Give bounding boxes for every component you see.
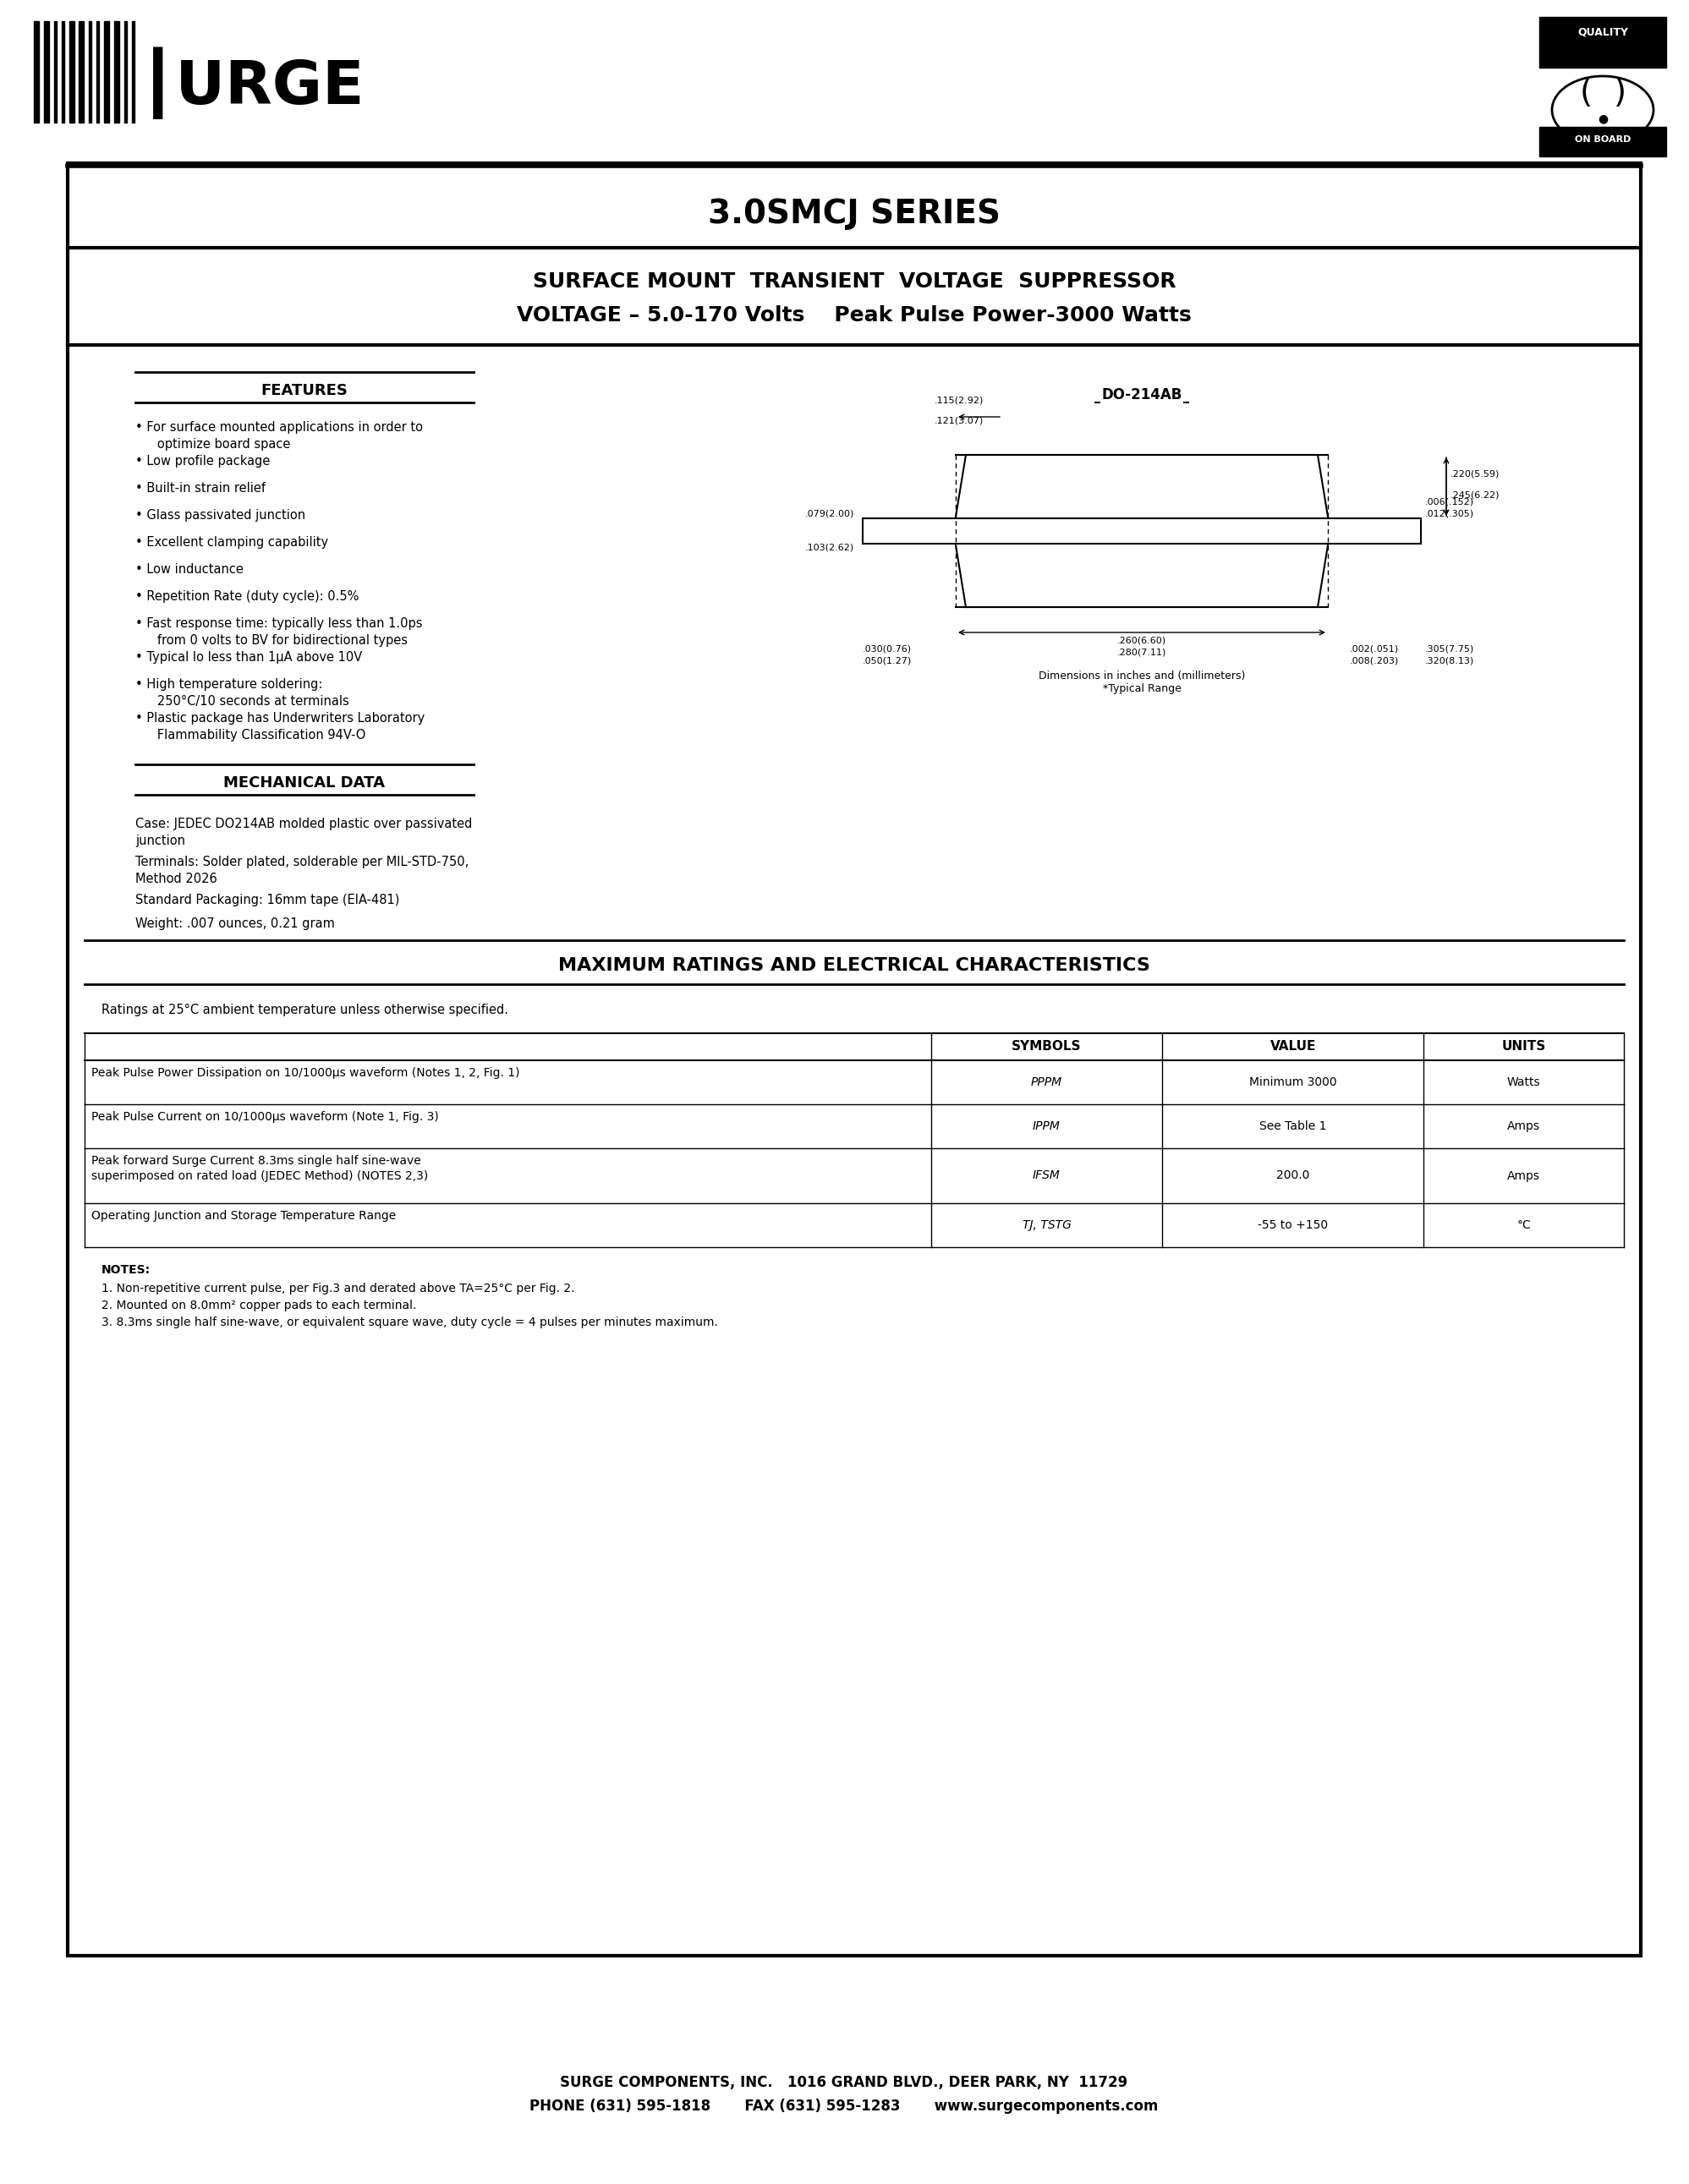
Bar [79,22,84,122]
Bar [1539,127,1665,157]
Text: .012(.305): .012(.305) [1426,509,1474,518]
Text: Terminals: Solder plated, solderable per MIL-STD-750,: Terminals: Solder plated, solderable per… [135,856,470,869]
Bar [125,22,127,122]
Text: Minimum 3000: Minimum 3000 [1250,1077,1336,1088]
Text: .320(8.13): .320(8.13) [1426,655,1474,664]
Text: ●: ● [1598,111,1608,124]
Text: -55 to +150: -55 to +150 [1258,1219,1328,1232]
Text: .220(5.59): .220(5.59) [1451,470,1500,478]
Text: .245(6.22): .245(6.22) [1451,491,1500,500]
Text: junction: junction [135,834,186,847]
Text: TJ, TSTG: TJ, TSTG [1022,1219,1071,1232]
Text: 200.0: 200.0 [1277,1171,1309,1182]
Text: .008(.203): .008(.203) [1350,655,1398,664]
Text: Case: JEDEC DO214AB molded plastic over passivated: Case: JEDEC DO214AB molded plastic over … [135,817,473,830]
Text: Ratings at 25°C ambient temperature unless otherwise specified.: Ratings at 25°C ambient temperature unle… [101,1005,508,1016]
Bar [90,22,91,122]
Text: *Typical Range: *Typical Range [1103,684,1181,695]
Text: Method 2026: Method 2026 [135,874,218,885]
Text: VOLTAGE – 5.0-170 Volts    Peak Pulse Power-3000 Watts: VOLTAGE – 5.0-170 Volts Peak Pulse Power… [517,306,1191,325]
Text: Operating Junction and Storage Temperature Range: Operating Junction and Storage Temperatu… [91,1210,395,1221]
Text: • Fast response time: typically less than 1.0ps: • Fast response time: typically less tha… [135,618,422,629]
Text: Flammability Classification 94V-O: Flammability Classification 94V-O [145,729,367,743]
Text: °C: °C [1517,1219,1530,1232]
Text: • Low inductance: • Low inductance [135,563,243,577]
Text: Amps: Amps [1507,1120,1540,1131]
Text: (: ( [1579,76,1593,109]
Bar [115,22,120,122]
Text: .115(2.92): .115(2.92) [934,395,985,404]
Text: 250°C/10 seconds at terminals: 250°C/10 seconds at terminals [145,695,350,708]
Text: 3. 8.3ms single half sine-wave, or equivalent square wave, duty cycle = 4 pulses: 3. 8.3ms single half sine-wave, or equiv… [101,1317,718,1328]
Text: .103(2.62): .103(2.62) [806,544,855,553]
Text: .305(7.75): .305(7.75) [1426,644,1474,653]
Bar [62,22,64,122]
Text: QUALITY: QUALITY [1578,26,1628,37]
Text: DO-214AB: DO-214AB [1101,387,1182,402]
Text: • Glass passivated junction: • Glass passivated junction [135,509,306,522]
Bar [54,22,57,122]
Bar [69,22,74,122]
Text: 2. Mounted on 8.0mm² copper pads to each terminal.: 2. Mounted on 8.0mm² copper pads to each… [101,1299,417,1310]
Text: 1. Non-repetitive current pulse, per Fig.3 and derated above TA=25°C per Fig. 2.: 1. Non-repetitive current pulse, per Fig… [101,1282,574,1295]
Text: See Table 1: See Table 1 [1260,1120,1326,1131]
Text: MECHANICAL DATA: MECHANICAL DATA [223,775,385,791]
Text: Weight: .007 ounces, 0.21 gram: Weight: .007 ounces, 0.21 gram [135,917,334,930]
Text: IFSM: IFSM [1032,1171,1061,1182]
Text: .121(3.07): .121(3.07) [934,417,983,426]
Text: • Plastic package has Underwriters Laboratory: • Plastic package has Underwriters Labor… [135,712,426,725]
Text: • For surface mounted applications in order to: • For surface mounted applications in or… [135,422,422,435]
Text: superimposed on rated load (JEDEC Method) (NOTES 2,3): superimposed on rated load (JEDEC Method… [91,1171,429,1182]
Text: Dimensions in inches and (millimeters): Dimensions in inches and (millimeters) [1039,670,1245,681]
Bar [105,22,110,122]
Text: from 0 volts to BV for bidirectional types: from 0 volts to BV for bidirectional typ… [145,633,407,646]
Text: UNITS: UNITS [1502,1040,1545,1053]
Text: FEATURES: FEATURES [262,382,348,397]
Bar [44,22,49,122]
Text: • Low profile package: • Low profile package [135,454,270,467]
Text: • Built-in strain relief: • Built-in strain relief [135,483,265,494]
Text: ): ) [1613,76,1627,109]
Text: .260(6.60): .260(6.60) [1116,638,1167,644]
Text: SURFACE MOUNT  TRANSIENT  VOLTAGE  SUPPRESSOR: SURFACE MOUNT TRANSIENT VOLTAGE SUPPRESS… [532,271,1176,293]
Bar [96,22,100,122]
Text: Peak forward Surge Current 8.3ms single half sine-wave: Peak forward Surge Current 8.3ms single … [91,1155,421,1166]
Text: • Typical Io less than 1μA above 10V: • Typical Io less than 1μA above 10V [135,651,361,664]
Text: .079(2.00): .079(2.00) [806,509,855,518]
Text: Standard Packaging: 16mm tape (EIA-481): Standard Packaging: 16mm tape (EIA-481) [135,893,400,906]
Bar [132,22,135,122]
Text: PPPM: PPPM [1030,1077,1062,1088]
Text: .280(7.11): .280(7.11) [1116,649,1167,655]
Text: • High temperature soldering:: • High temperature soldering: [135,677,323,690]
Text: ON BOARD: ON BOARD [1574,135,1632,144]
Text: • Repetition Rate (duty cycle): 0.5%: • Repetition Rate (duty cycle): 0.5% [135,590,360,603]
Text: .050(1.27): .050(1.27) [863,655,912,664]
Text: Amps: Amps [1507,1171,1540,1182]
Bar [1539,17,1665,68]
Text: 3.0SMCJ SERIES: 3.0SMCJ SERIES [708,199,1000,229]
Text: .030(0.76): .030(0.76) [863,644,912,653]
Text: .002(.051): .002(.051) [1350,644,1398,653]
Text: SURGE COMPONENTS, INC.   1016 GRAND BLVD., DEER PARK, NY  11729: SURGE COMPONENTS, INC. 1016 GRAND BLVD.,… [561,2075,1128,2090]
Text: PHONE (631) 595-1818       FAX (631) 595-1283       www.surgecomponents.com: PHONE (631) 595-1818 FAX (631) 595-1283 … [530,2099,1159,2114]
Text: • Excellent clamping capability: • Excellent clamping capability [135,535,328,548]
Text: optimize board space: optimize board space [145,439,291,450]
Text: IPPM: IPPM [1032,1120,1061,1131]
Text: ┃URGE: ┃URGE [140,46,365,118]
Bar [34,22,39,122]
Text: NOTES:: NOTES: [101,1265,150,1275]
Text: SYMBOLS: SYMBOLS [1012,1040,1081,1053]
Text: VALUE: VALUE [1270,1040,1316,1053]
Text: .006(.152): .006(.152) [1426,498,1474,507]
Bar [68,164,1640,1955]
Text: Peak Pulse Power Dissipation on 10/1000μs waveform (Notes 1, 2, Fig. 1): Peak Pulse Power Dissipation on 10/1000μ… [91,1068,520,1079]
Text: Peak Pulse Current on 10/1000μs waveform (Note 1, Fig. 3): Peak Pulse Current on 10/1000μs waveform… [91,1112,439,1123]
Text: MAXIMUM RATINGS AND ELECTRICAL CHARACTERISTICS: MAXIMUM RATINGS AND ELECTRICAL CHARACTER… [559,957,1150,974]
Text: Watts: Watts [1507,1077,1540,1088]
